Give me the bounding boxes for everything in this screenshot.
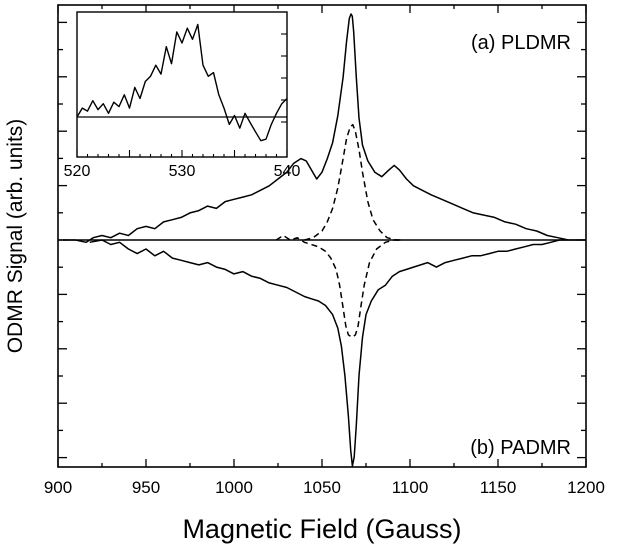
x-tick-label: 900 <box>44 478 72 497</box>
x-tick-label: 950 <box>132 478 160 497</box>
x-axis-tick-labels: 900 950 1000 1050 1100 1150 1200 <box>44 478 605 497</box>
inset-x-tick-label: 530 <box>169 163 196 180</box>
inset-x-tick-labels: 520 530 540 <box>64 163 301 180</box>
x-tick-label: 1000 <box>215 478 253 497</box>
inset-series-layer <box>76 23 288 142</box>
solid-series-line-0 <box>63 13 586 244</box>
x-axis-ticks <box>57 5 587 467</box>
x-tick-label: 1100 <box>392 478 429 497</box>
y-axis-title: ODMR Signal (arb. units) <box>4 119 27 354</box>
dashed-series-line-3 <box>275 234 403 338</box>
panel-label-a: (a) PLDMR <box>471 32 571 54</box>
x-tick-label: 1150 <box>480 478 517 497</box>
dashed-series-line-1 <box>304 123 403 241</box>
inset-x-tick-label: 540 <box>274 163 301 180</box>
solid-series-line-2 <box>89 239 569 467</box>
inset-x-tick-label: 520 <box>64 163 91 180</box>
panel-label-b: (b) PADMR <box>470 437 571 459</box>
inset-plot: 520 530 540 <box>64 11 301 180</box>
inset-series-line-0 <box>76 23 288 142</box>
y-axis-ticks <box>58 21 586 459</box>
inset-frame <box>76 11 288 158</box>
x-tick-label: 1050 <box>303 478 341 497</box>
x-axis-title: Magnetic Field (Gauss) <box>182 514 461 544</box>
main-series-layer <box>63 13 586 467</box>
inset-x-ticks <box>76 33 288 157</box>
x-tick-label: 1200 <box>567 478 605 497</box>
